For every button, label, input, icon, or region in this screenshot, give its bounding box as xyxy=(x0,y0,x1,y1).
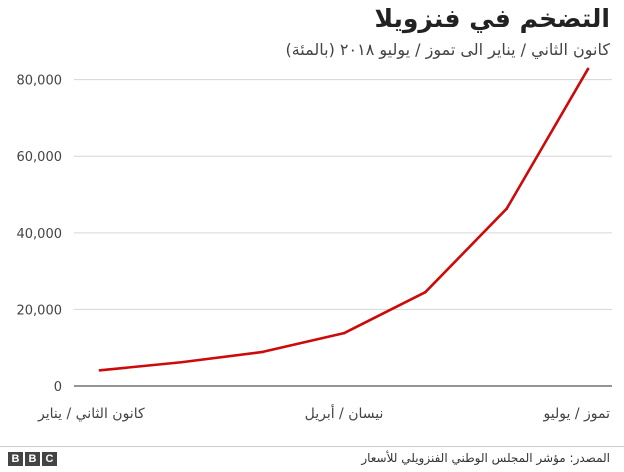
data-point xyxy=(98,369,102,372)
y-tick-label: 60,000 xyxy=(17,150,63,165)
y-tick-label: 20,000 xyxy=(17,303,63,318)
y-tick-label: 80,000 xyxy=(17,74,63,89)
chart-title: التضخم في فنزويلا xyxy=(374,4,610,33)
y-tick-label: 0 xyxy=(54,380,62,395)
footer-divider xyxy=(0,446,624,447)
bbc-logo: B B C xyxy=(8,452,57,466)
data-point xyxy=(261,350,264,354)
data-point xyxy=(424,290,427,294)
x-tick-label: نيسان / أبريل xyxy=(305,404,384,422)
data-point xyxy=(505,207,508,211)
bbc-logo-letter: B xyxy=(25,452,40,466)
bbc-logo-letter: C xyxy=(42,452,57,466)
data-point xyxy=(180,360,183,364)
data-point xyxy=(342,331,346,335)
x-tick-label: تموز / يوليو xyxy=(543,406,611,422)
chart-subtitle: كانون الثاني / يناير الى تموز / يوليو ٢٠… xyxy=(285,40,610,59)
series-line-inflation xyxy=(98,67,590,372)
data-point xyxy=(586,67,590,71)
x-tick-label: كانون الثاني / يناير xyxy=(37,406,145,422)
source-note: المصدر: مؤشر المجلس الوطني الفنزويلي للأ… xyxy=(361,451,610,465)
line-chart: 0 20,000 40,000 60,000 80,000 كانون الثاني / … xyxy=(17,67,612,422)
bbc-logo-letter: B xyxy=(8,452,23,466)
y-tick-label: 40,000 xyxy=(17,227,63,242)
